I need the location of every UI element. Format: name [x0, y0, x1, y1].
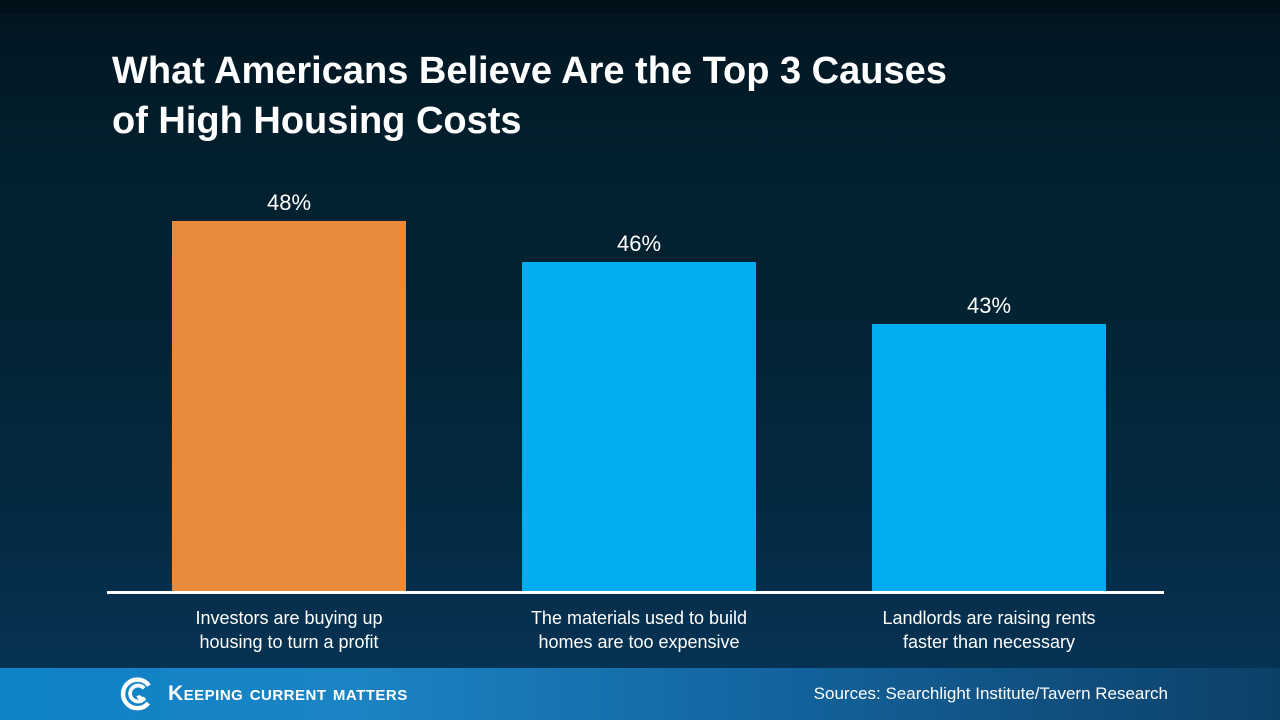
bar-materials	[522, 262, 756, 592]
page-title-line2: of High Housing Costs	[112, 100, 522, 142]
category-line: homes are too expensive	[538, 632, 740, 652]
sources-text: Sources: Searchlight Institute/Tavern Re…	[813, 684, 1168, 703]
bar-group-landlords: 43%	[872, 293, 1106, 592]
bar-investors	[172, 221, 406, 592]
footer-bar: Keeping Current Matters Sources: Searchl…	[0, 668, 1280, 720]
kcm-swirl-icon	[120, 677, 151, 711]
bar-value-label: 46%	[616, 231, 662, 256]
x-axis-line	[107, 591, 1164, 594]
bar-landlords	[872, 324, 1106, 592]
category-label-investors: Investors are buying up housing to turn a…	[139, 606, 439, 654]
page-title-line1: What Americans Believe Are the Top 3 Cau…	[112, 50, 947, 92]
top-strip	[0, 0, 1280, 14]
category-line: Landlords are raising rents	[882, 608, 1096, 628]
category-line: housing to turn a profit	[199, 632, 379, 652]
category-label-materials: The materials used to build homes are too…	[489, 606, 789, 654]
category-line: The materials used to build	[530, 608, 748, 628]
bar-value-label: 48%	[266, 190, 312, 215]
category-line: Investors are buying up	[195, 608, 383, 628]
brand-name: Keeping Current Matters	[168, 682, 408, 705]
bar-value-label: 43%	[966, 293, 1012, 318]
bar-group-investors: 48%	[172, 190, 406, 592]
category-label-landlords: Landlords are raising rents faster than n…	[839, 606, 1139, 654]
page-title: What Americans Believe Are the Top 3 Cau…	[112, 46, 1122, 146]
bar-group-materials: 46%	[522, 231, 756, 592]
brand-logo: Keeping Current Matters	[116, 673, 408, 715]
category-line: faster than necessary	[902, 632, 1076, 652]
